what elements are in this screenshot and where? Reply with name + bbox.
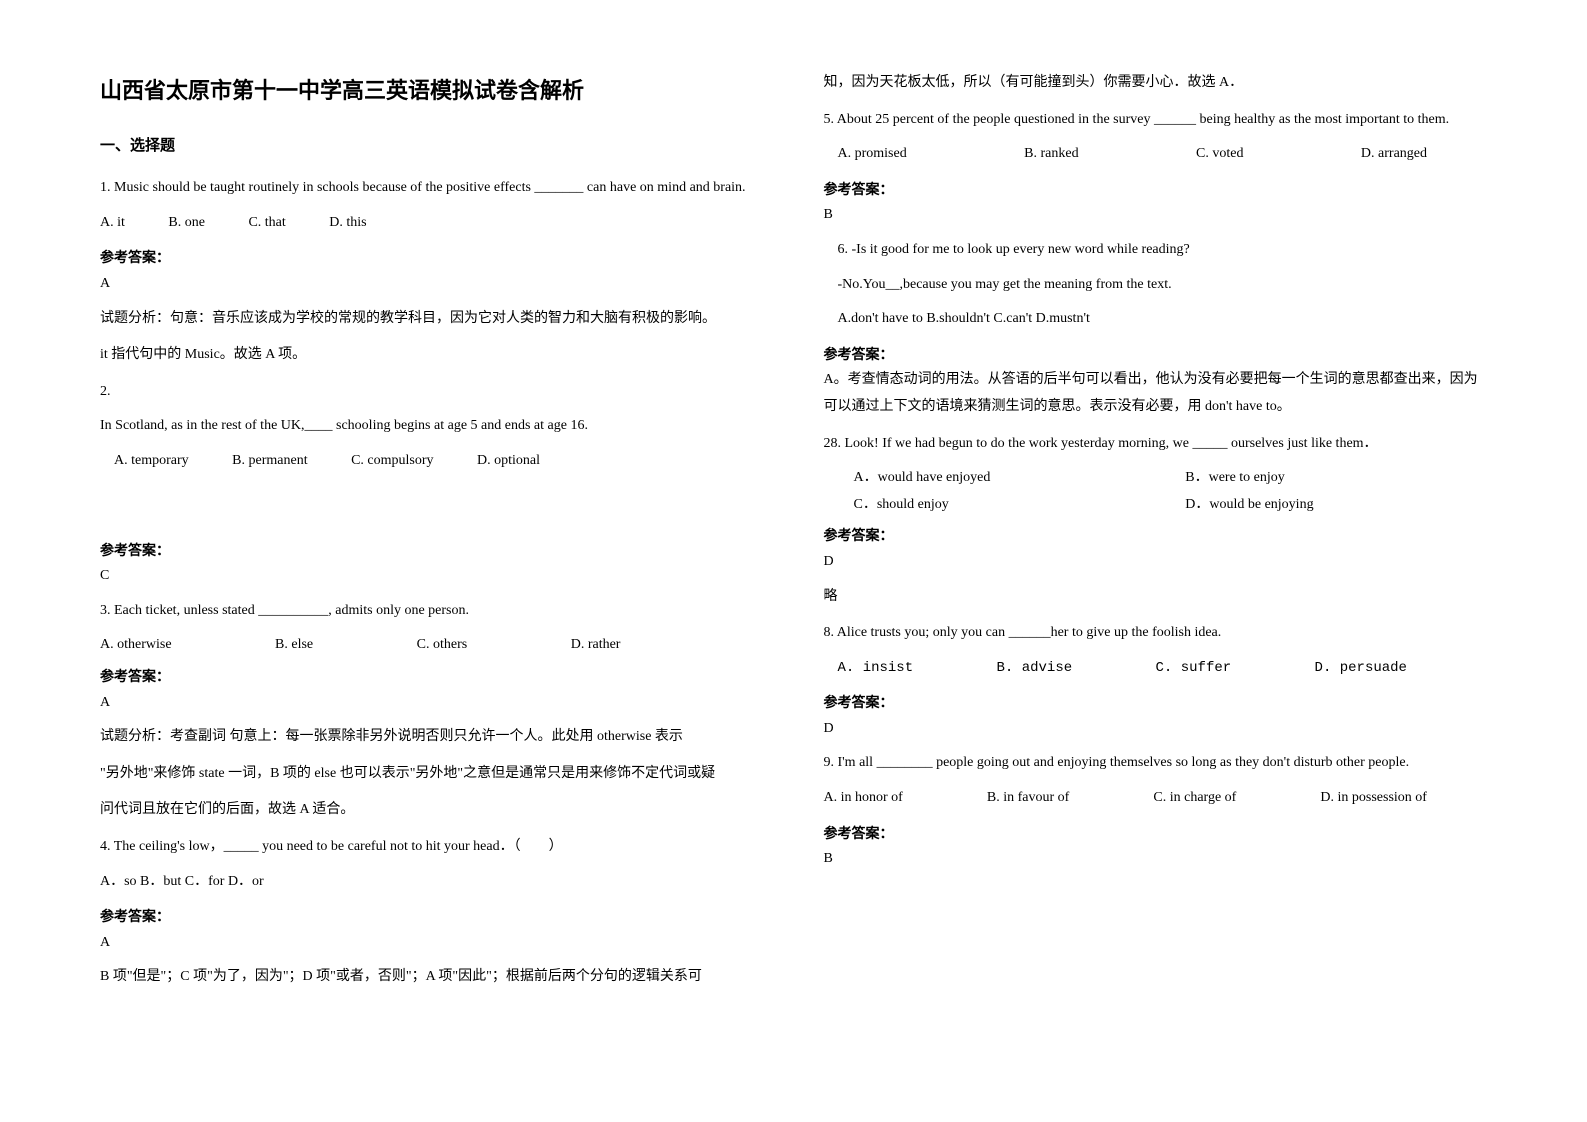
option: B. advise [997,655,1073,682]
explanation: B 项"但是"；C 项"为了，因为"；D 项"或者，否则"；A 项"因此"；根据… [100,964,764,991]
answer-9: B [824,846,1488,873]
answer-2: C [100,563,764,590]
answer-5: B [824,202,1488,229]
question-1-options: A. it B. one C. that D. this [100,210,764,237]
option: C. in charge of [1153,785,1236,812]
question-8-options: A. insist B. advise C. suffer D. persuad… [824,655,1488,682]
option: B. ranked [1024,141,1078,168]
option: A. insist [838,655,914,682]
option: A．would have enjoyed [824,465,1156,492]
explanation: it 指代句中的 Music。故选 A 项。 [100,342,764,369]
question-3-options: A. otherwise B. else C. others D. rather [100,632,764,659]
answer-label: 参考答案： [824,341,1488,368]
answer-label: 参考答案： [100,244,764,271]
answer-4: A [100,930,764,957]
explanation: 问代词且放在它们的后面，故选 A 适合。 [100,797,764,824]
answer-label: 参考答案： [824,176,1488,203]
option: A. temporary [114,448,189,475]
explanation: 略 [824,584,1488,611]
option: B. one [168,210,205,237]
answer-label: 参考答案： [100,663,764,690]
option: C. suffer [1156,655,1232,682]
answer-8: D [824,716,1488,743]
answer-label: 参考答案： [824,689,1488,716]
question-28-options: A．would have enjoyed B．were to enjoy C．s… [824,465,1488,518]
option: D. optional [477,448,540,475]
option: C. others [417,632,468,659]
explanation: "另外地"来修饰 state 一词，B 项的 else 也可以表示"另外地"之意… [100,761,764,788]
option: C. compulsory [351,448,433,475]
answer-label: 参考答案： [824,522,1488,549]
answer-label: 参考答案： [100,903,764,930]
option: B. else [275,632,313,659]
question-1: 1. Music should be taught routinely in s… [100,175,764,202]
option: D. persuade [1315,655,1407,682]
answer-6-explanation: A。考查情态动词的用法。从答语的后半句可以看出，他认为没有必要把每一个生词的意思… [824,367,1488,420]
question-2-num: 2. [100,379,764,406]
option: A. promised [838,141,907,168]
question-6-line2: -No.You__,because you may get the meanin… [824,272,1488,299]
option: A. it [100,210,125,237]
question-8: 8. Alice trusts you; only you can ______… [824,620,1488,647]
explanation-cont: 知，因为天花板太低，所以（有可能撞到头）你需要小心．故选 A． [824,70,1488,97]
option: C. that [248,210,285,237]
question-5-options: A. promised B. ranked C. voted D. arrang… [824,141,1488,168]
option: B. in favour of [987,785,1069,812]
answer-28: D [824,549,1488,576]
option: D. arranged [1361,141,1427,168]
answer-1: A [100,271,764,298]
explanation: 试题分析：句意：音乐应该成为学校的常规的教学科目，因为它对人类的智力和大脑有积极… [100,306,764,333]
option: C. voted [1196,141,1243,168]
question-9: 9. I'm all ________ people going out and… [824,750,1488,777]
option: D．would be enjoying [1155,492,1487,519]
option: B．were to enjoy [1155,465,1487,492]
option: B. permanent [232,448,307,475]
answer-label: 参考答案： [824,820,1488,847]
section-title: 一、选择题 [100,132,764,161]
question-4: 4. The ceiling's low，_____ you need to b… [100,834,764,861]
document-title: 山西省太原市第十一中学高三英语模拟试卷含解析 [100,70,764,112]
question-5: 5. About 25 percent of the people questi… [824,107,1488,134]
question-9-options: A. in honor of B. in favour of C. in cha… [824,785,1488,812]
explanation: 试题分析：考查副词 句意上：每一张票除非另外说明否则只允许一个人。此处用 oth… [100,724,764,751]
question-2: In Scotland, as in the rest of the UK,__… [100,413,764,440]
answer-label: 参考答案： [100,537,764,564]
option: D. rather [571,632,621,659]
option: D. this [329,210,366,237]
question-28: 28. Look! If we had begun to do the work… [824,431,1488,458]
option: D. in possession of [1320,785,1427,812]
question-6-options: A.don't have to B.shouldn't C.can't D.mu… [824,306,1488,333]
question-4-options: A．so B．but C．for D．or [100,869,764,896]
answer-3: A [100,690,764,717]
question-2-options: A. temporary B. permanent C. compulsory … [100,448,764,475]
option: A. otherwise [100,632,172,659]
option: A. in honor of [824,785,903,812]
question-6-line1: 6. -Is it good for me to look up every n… [824,237,1488,264]
option: C．should enjoy [824,492,1156,519]
question-3: 3. Each ticket, unless stated __________… [100,598,764,625]
